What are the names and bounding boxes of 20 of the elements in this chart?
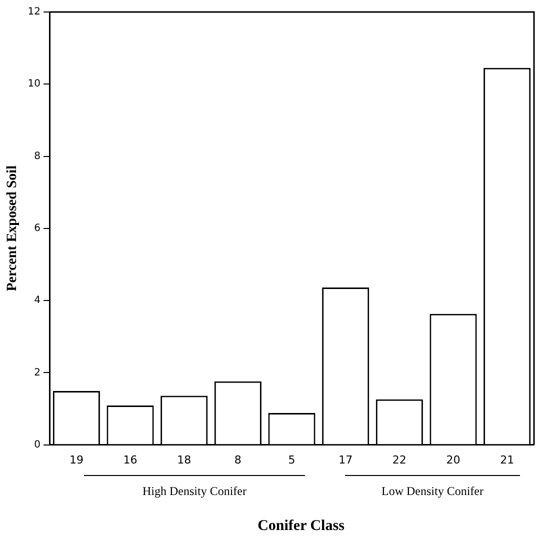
text: High Density Conifer <box>84 475 305 499</box>
x-tick-label: 19 <box>69 453 84 466</box>
x-tick-label: 21 <box>500 453 514 466</box>
x-tick-label: 16 <box>123 453 138 466</box>
x-tick-label: 8 <box>234 453 242 466</box>
x-tick-label: 20 <box>446 453 460 466</box>
y-tick-label: 12 <box>28 6 41 18</box>
x-tick-label: 22 <box>392 453 406 466</box>
x-tick-label: 17 <box>338 453 353 466</box>
y-tick-label: 0 <box>34 439 41 450</box>
y-tick-label: 8 <box>34 150 41 162</box>
x-axis-title: Conifer Class <box>256 518 346 535</box>
y-tick-label: 6 <box>34 222 41 234</box>
x-tick-label: 5 <box>288 453 296 466</box>
y-tick-label: 4 <box>34 295 41 306</box>
y-tick-label: 10 <box>28 78 41 90</box>
y-axis-title: Percent Exposed Soil <box>5 165 20 292</box>
x-tick-label: 18 <box>177 453 192 466</box>
text: Low Density Conifer <box>345 475 520 499</box>
y-tick-label: 2 <box>34 367 41 378</box>
